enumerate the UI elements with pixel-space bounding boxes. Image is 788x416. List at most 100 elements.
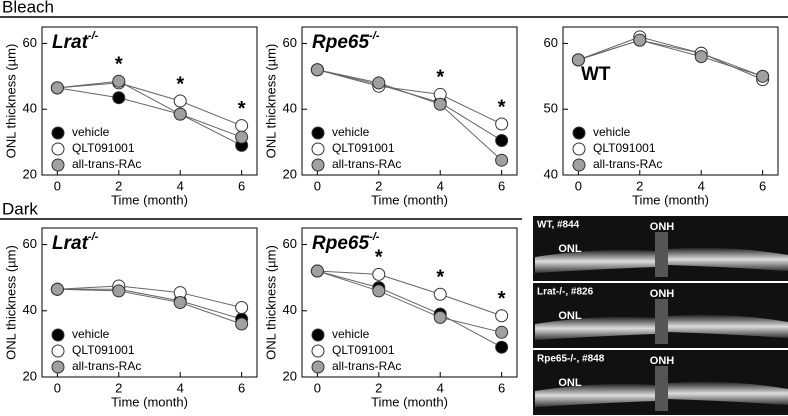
significance-mark: * [498, 96, 506, 118]
y-tick-label: 20 [283, 166, 297, 181]
section-label: Bleach [2, 0, 54, 16]
significance-mark: * [238, 98, 246, 120]
significance-mark: * [498, 288, 506, 310]
significance-mark: * [436, 67, 444, 89]
y-tick-label: 40 [23, 101, 37, 116]
x-tick-label: 0 [314, 178, 321, 193]
data-point [235, 300, 249, 314]
optic-nerve [655, 366, 668, 411]
legend-label: all-trans-RAc [332, 359, 401, 373]
data-point [495, 133, 509, 147]
legend-marker [311, 328, 325, 342]
x-axis-label: Time (month) [632, 192, 709, 207]
x-tick-label: 0 [54, 380, 61, 395]
optic-nerve [655, 232, 668, 277]
retina-band [535, 249, 655, 273]
legend-marker [572, 126, 586, 140]
chart-title: Rpe65-/- [312, 231, 380, 254]
chart-title-text: Lrat [52, 233, 89, 254]
data-point [372, 76, 386, 90]
plot-frame [301, 227, 518, 378]
legend-label: vehicle [72, 327, 110, 341]
legend-label: vehicle [72, 125, 110, 139]
legend-marker [51, 126, 65, 140]
chart-title-text: Rpe65 [312, 233, 369, 254]
series-line [57, 288, 242, 320]
optic-nerve [655, 299, 668, 344]
data-point [50, 282, 64, 296]
legend-label: vehicle [593, 125, 631, 139]
data-point [372, 267, 386, 281]
legend-marker [311, 142, 325, 156]
x-axis-label: Time (month) [111, 192, 188, 207]
x-tick-label: 4 [437, 380, 444, 395]
data-point [433, 287, 447, 301]
x-axis-label: Time (month) [371, 192, 448, 207]
y-tick-label: 60 [23, 236, 37, 251]
significance-mark: * [436, 267, 444, 289]
x-axis-label: Time (month) [371, 394, 448, 409]
x-tick-label: 6 [238, 380, 245, 395]
legend-label: all-trans-RAc [593, 157, 662, 171]
image-label: Lrat-/-, #826 [537, 287, 594, 298]
retina-band [535, 316, 655, 340]
data-point [495, 325, 509, 339]
data-point [310, 63, 324, 77]
onl-label: ONL [558, 310, 582, 322]
y-axis-label: ONL thickness (µm) [263, 245, 278, 360]
legend-label: all-trans-RAc [332, 157, 401, 171]
chart-title: Rpe65-/- [312, 30, 380, 53]
onl-label: ONL [558, 377, 582, 389]
legend-marker [51, 142, 65, 156]
x-tick-label: 2 [375, 380, 382, 395]
legend-label: vehicle [332, 327, 370, 341]
x-tick-label: 0 [575, 178, 582, 193]
retina-band [535, 383, 655, 407]
image-label: Rpe65-/-, #848 [537, 354, 605, 365]
retina-band [668, 381, 788, 405]
data-point [433, 97, 447, 111]
data-point [310, 264, 324, 278]
x-tick-label: 4 [698, 178, 705, 193]
series-line [578, 39, 763, 77]
significance-mark: * [176, 73, 184, 95]
significance-mark: * [375, 247, 383, 269]
x-tick-label: 2 [636, 178, 643, 193]
legend-label: QLT091001 [72, 343, 135, 357]
x-tick-label: 4 [177, 178, 184, 193]
x-tick-label: 6 [238, 178, 245, 193]
data-point [173, 107, 187, 121]
y-tick-label: 60 [283, 236, 297, 251]
y-axis-label: ONL thickness (µm) [3, 44, 18, 159]
chart-title-sup: -/- [88, 30, 99, 42]
legend-label: QLT091001 [72, 141, 135, 155]
y-tick-label: 40 [23, 302, 37, 317]
legend-marker [311, 158, 325, 172]
data-point [694, 50, 708, 64]
chart-title-text: Rpe65 [312, 32, 369, 53]
y-tick-label: 40 [283, 302, 297, 317]
y-tick-label: 60 [283, 35, 297, 50]
y-axis-label: ONL thickness (µm) [3, 245, 18, 360]
series-line [57, 87, 242, 146]
x-tick-label: 2 [375, 178, 382, 193]
series-line [317, 270, 502, 333]
legend-marker [572, 142, 586, 156]
onh-label: ONH [650, 355, 675, 367]
x-tick-label: 4 [437, 178, 444, 193]
y-tick-label: 20 [23, 368, 37, 383]
significance-mark: * [115, 54, 123, 76]
x-tick-label: 2 [115, 178, 122, 193]
legend-label: vehicle [332, 125, 370, 139]
x-axis-label: Time (month) [111, 394, 188, 409]
data-point [173, 94, 187, 108]
plot-frame [562, 26, 779, 176]
x-tick-label: 0 [314, 380, 321, 395]
data-point [633, 33, 647, 47]
x-tick-label: 6 [498, 178, 505, 193]
legend-marker [51, 328, 65, 342]
chart-title-text: Lrat [52, 32, 89, 53]
y-tick-label: 60 [544, 35, 558, 50]
legend-label: all-trans-RAc [72, 359, 141, 373]
y-tick-label: 40 [283, 101, 297, 116]
